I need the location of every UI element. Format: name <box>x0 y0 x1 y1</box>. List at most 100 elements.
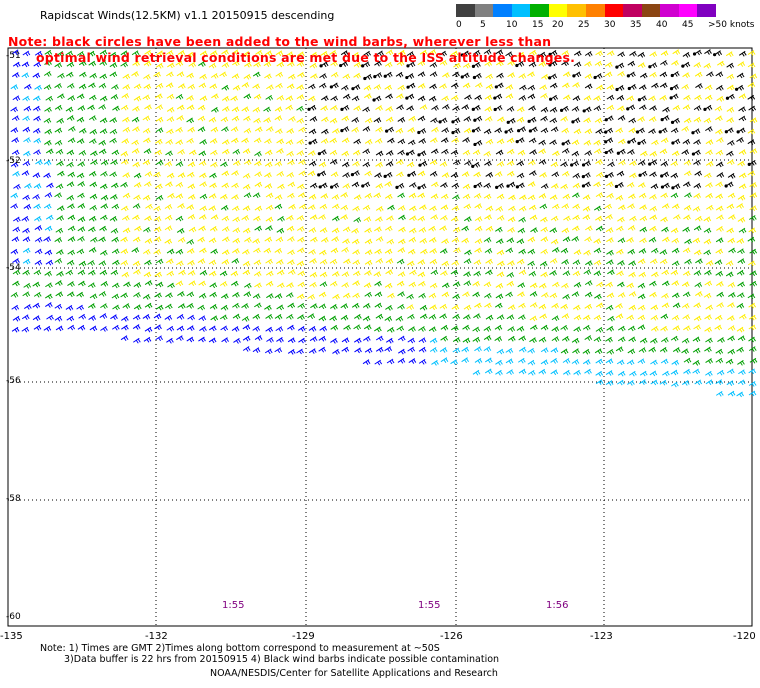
wind-barb <box>111 84 119 90</box>
wind-barb <box>540 347 549 354</box>
wind-barb <box>23 137 31 143</box>
wind-barb <box>659 258 668 265</box>
wind-barb <box>571 359 580 365</box>
wind-barb <box>704 346 712 353</box>
wind-barb <box>649 105 657 111</box>
wind-barb <box>78 280 86 287</box>
wind-barb <box>373 271 382 277</box>
wind-barb <box>627 248 636 255</box>
wind-barb <box>397 49 406 56</box>
wind-barb <box>65 106 74 113</box>
wind-barb <box>109 51 118 58</box>
wind-barb <box>242 148 251 154</box>
wind-barb <box>131 148 140 154</box>
wind-barb <box>144 104 152 111</box>
wind-barb <box>220 194 228 200</box>
wind-barb <box>78 128 87 134</box>
wind-barb <box>22 194 31 201</box>
wind-barb <box>715 149 724 156</box>
contamination-circle <box>626 74 630 78</box>
wind-barb <box>175 93 184 100</box>
wind-barb <box>364 270 372 276</box>
wind-barb <box>505 347 514 354</box>
wind-barb <box>175 193 184 200</box>
wind-barb <box>737 194 746 201</box>
wind-barb <box>142 249 151 255</box>
wind-barb <box>32 302 41 309</box>
wind-barb <box>33 115 41 122</box>
wind-barb <box>34 84 42 91</box>
contamination-circle <box>418 163 422 167</box>
wind-barb <box>341 115 350 122</box>
wind-barb <box>155 127 164 134</box>
wind-barb <box>595 171 604 178</box>
wind-barb <box>572 95 581 102</box>
wind-barb <box>110 182 119 189</box>
wind-barb <box>296 215 305 221</box>
wind-barb <box>65 71 74 78</box>
wind-barb <box>197 104 206 111</box>
colorbar-swatch <box>456 4 476 17</box>
wind-barb <box>605 281 614 288</box>
wind-barb <box>43 203 52 210</box>
wind-barb <box>660 313 669 320</box>
wind-barb <box>188 280 197 287</box>
wind-barb <box>177 83 186 89</box>
wind-barb <box>485 225 494 232</box>
wind-barb <box>681 84 690 90</box>
wind-barb <box>638 248 647 254</box>
wind-barb <box>616 359 625 366</box>
wind-barb <box>431 359 439 366</box>
wind-barb <box>595 302 604 309</box>
wind-barb <box>89 193 98 200</box>
wind-barb <box>693 183 702 189</box>
wind-barb <box>684 192 692 199</box>
wind-barb <box>364 170 373 177</box>
wind-barb <box>571 139 580 146</box>
wind-barb <box>452 159 461 166</box>
wind-barb <box>738 369 746 376</box>
wind-barb <box>617 105 625 112</box>
wind-barb <box>398 226 406 233</box>
wind-barb <box>419 49 428 56</box>
wind-barb <box>595 50 603 57</box>
wind-barb <box>220 304 229 311</box>
wind-barb <box>461 346 470 353</box>
wind-barb <box>109 71 118 78</box>
wind-barb <box>736 203 744 209</box>
wind-barb <box>254 335 263 341</box>
wind-barb <box>396 258 405 265</box>
wind-barb <box>265 313 273 320</box>
wind-barb <box>67 203 75 210</box>
colorbar-label: 20 <box>552 20 564 30</box>
wind-barb <box>594 348 603 355</box>
wind-barb <box>462 183 471 190</box>
wind-barb <box>99 49 108 56</box>
wind-barb <box>617 281 625 288</box>
wind-barb <box>474 346 482 352</box>
wind-barb <box>417 95 426 102</box>
wind-barb <box>595 326 604 333</box>
wind-barb <box>45 148 54 155</box>
wind-barb <box>628 291 637 297</box>
wind-barb <box>749 148 758 154</box>
wind-barb <box>54 237 63 243</box>
wind-barb <box>475 82 483 89</box>
wind-barb <box>714 259 723 266</box>
wind-barb <box>253 93 262 100</box>
colorbar-label: 0 <box>456 20 462 30</box>
wind-barb <box>109 137 117 144</box>
wind-barb <box>155 82 164 89</box>
wind-barb <box>297 72 305 78</box>
wind-barb <box>56 205 65 212</box>
wind-barb <box>252 325 261 332</box>
wind-barb <box>21 314 30 321</box>
wind-barb <box>57 72 65 79</box>
wind-barb <box>232 216 241 223</box>
wind-barb <box>693 159 701 166</box>
wind-barb <box>156 50 164 57</box>
wind-barb <box>726 62 735 69</box>
wind-barb <box>319 203 328 210</box>
wind-barb <box>11 115 20 122</box>
wind-barb <box>561 148 570 154</box>
